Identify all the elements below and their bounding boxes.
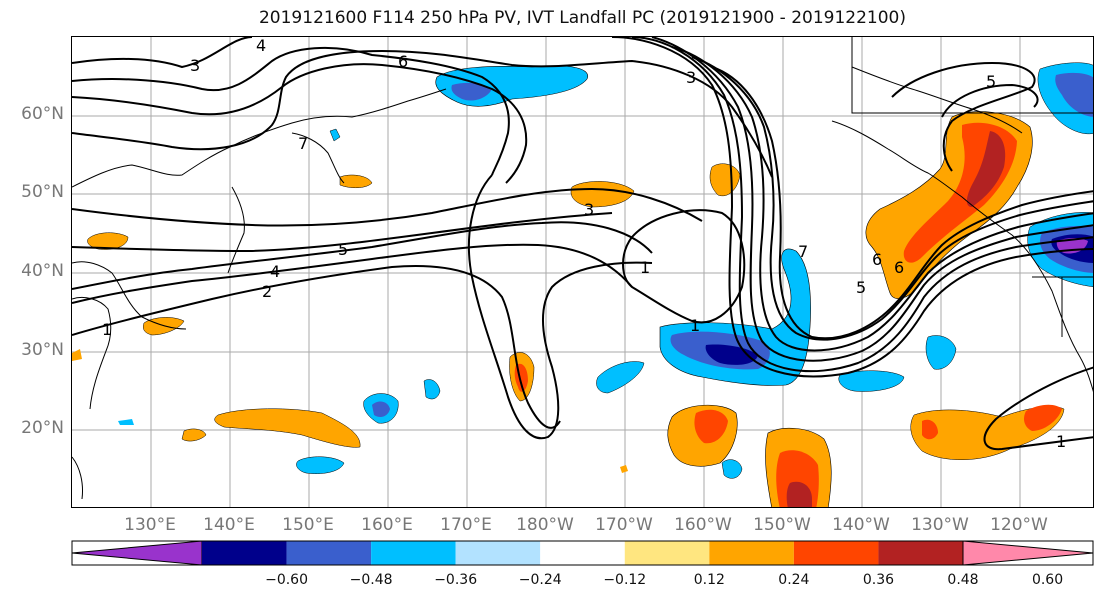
colorbar-segment bbox=[71, 540, 203, 566]
lon-label: 150°E bbox=[282, 515, 334, 535]
contour-label: 3 bbox=[190, 56, 200, 75]
contour-label: 6 bbox=[894, 258, 904, 277]
lat-label-20n: 20°N bbox=[21, 418, 64, 438]
colorbar-tick-label: 0.12 bbox=[693, 572, 725, 588]
contour-label: 1 bbox=[640, 258, 650, 277]
colorbar-segment bbox=[202, 541, 287, 565]
colorbar-segment bbox=[709, 541, 794, 565]
lat-label-50n: 50°N bbox=[21, 182, 64, 202]
colorbar-segment bbox=[455, 541, 541, 565]
colorbar bbox=[71, 540, 1094, 566]
contour-label: 5 bbox=[338, 240, 348, 259]
lon-label: 140°E bbox=[203, 515, 255, 535]
contour-label: 6 bbox=[872, 250, 882, 269]
colorbar-segment bbox=[962, 540, 1094, 566]
coastlines bbox=[72, 37, 1093, 500]
contour-label: 1 bbox=[102, 320, 112, 339]
map-canvas: 4 3 6 3 7 5 4 2 1 3 1 1 7 5 6 6 5 1 bbox=[72, 37, 1093, 507]
colorbar-tick-label: −0.36 bbox=[434, 572, 478, 588]
contour-label: 5 bbox=[856, 278, 866, 297]
contour-label: 3 bbox=[584, 200, 594, 219]
lon-label: 170°W bbox=[595, 515, 653, 535]
anomaly-shading bbox=[72, 62, 1093, 507]
contour-label: 1 bbox=[690, 316, 700, 335]
colorbar-segment bbox=[371, 541, 456, 565]
colorbar-tick-label: −0.60 bbox=[265, 572, 308, 588]
colorbar-segment bbox=[624, 541, 710, 565]
lon-label: 160°W bbox=[674, 515, 732, 535]
contour-label: 1 bbox=[1056, 432, 1066, 451]
colorbar-segments bbox=[71, 540, 1094, 566]
lat-label-30n: 30°N bbox=[21, 340, 64, 360]
colorbar-tick-label: −0.12 bbox=[603, 572, 647, 588]
lon-label: 120°W bbox=[990, 515, 1048, 535]
contour-label: 7 bbox=[298, 134, 308, 153]
colorbar-tick-label: 0.36 bbox=[862, 572, 895, 588]
lon-label: 130°E bbox=[124, 515, 176, 535]
contour-label: 6 bbox=[398, 52, 408, 71]
lon-label: 160°E bbox=[361, 515, 413, 535]
colorbar-tick-label: 0.24 bbox=[778, 572, 810, 588]
lon-label: 170°E bbox=[440, 515, 492, 535]
colorbar-segment bbox=[286, 541, 372, 565]
colorbar-segment bbox=[793, 541, 879, 565]
contour-label: 5 bbox=[986, 72, 996, 91]
colorbar-tick-label: −0.24 bbox=[518, 572, 562, 588]
colorbar-segment bbox=[878, 541, 963, 565]
contour-label: 4 bbox=[256, 37, 266, 55]
lat-label-40n: 40°N bbox=[21, 261, 64, 281]
contour-label: 4 bbox=[270, 262, 280, 281]
colorbar-tick-label: −0.48 bbox=[349, 572, 393, 588]
colorbar-tick-label: 0.48 bbox=[947, 572, 979, 588]
plot-title: 2019121600 F114 250 hPa PV, IVT Landfall… bbox=[258, 8, 906, 28]
pv-contours bbox=[72, 37, 1093, 451]
contour-labels: 4 3 6 3 7 5 4 2 1 3 1 1 7 5 6 6 5 1 bbox=[102, 37, 1066, 451]
contour-label: 2 bbox=[262, 282, 272, 301]
colorbar-tick-label: 0.60 bbox=[1031, 572, 1064, 588]
lon-label: 150°W bbox=[753, 515, 811, 535]
lon-label: 180°W bbox=[516, 515, 574, 535]
lon-label: 140°W bbox=[832, 515, 890, 535]
colorbar-segment bbox=[540, 541, 625, 565]
lat-label-60n: 60°N bbox=[21, 104, 64, 124]
lon-label: 130°W bbox=[911, 515, 969, 535]
contour-label: 3 bbox=[686, 68, 696, 87]
contour-label: 7 bbox=[798, 242, 808, 261]
map-panel[interactable]: 4 3 6 3 7 5 4 2 1 3 1 1 7 5 6 6 5 1 bbox=[71, 36, 1094, 508]
